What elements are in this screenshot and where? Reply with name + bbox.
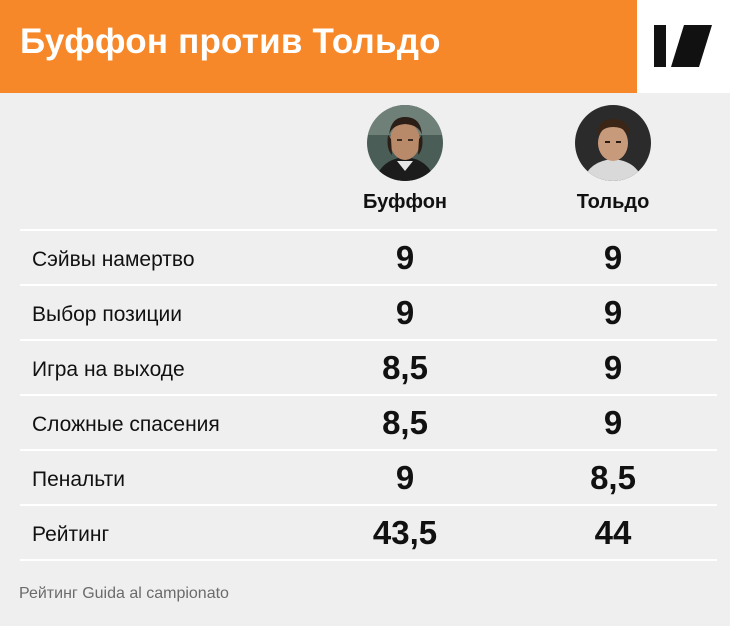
table-row: Игра на выходе 8,5 9 bbox=[20, 339, 717, 394]
page-title: Буффон против Тольдо bbox=[20, 22, 441, 61]
value-toldo: 44 bbox=[594, 514, 632, 551]
value-buffon: 43,5 bbox=[372, 514, 438, 551]
row-label: Выбор позиции bbox=[32, 303, 182, 326]
value-toldo: 9 bbox=[603, 239, 623, 276]
table-row: Сложные спасения 8,5 9 bbox=[20, 394, 717, 449]
table-row: Выбор позиции 9 9 bbox=[20, 284, 717, 339]
table-row-total: Рейтинг 43,5 44 bbox=[20, 504, 717, 561]
value-buffon: 8,5 bbox=[382, 349, 428, 386]
value-buffon: 9 bbox=[395, 239, 415, 276]
brand-logo-icon bbox=[654, 25, 712, 67]
comparison-table: Сэйвы намертво 9 9 Выбор позиции 9 9 Игр… bbox=[20, 229, 717, 561]
value-toldo: 9 bbox=[603, 349, 623, 386]
table-row: Пенальти 9 8,5 bbox=[20, 449, 717, 504]
row-label: Пенальти bbox=[32, 468, 125, 491]
player-name-toldo: Тольдо bbox=[576, 191, 650, 213]
value-toldo: 8,5 bbox=[590, 459, 636, 496]
row-label: Сложные спасения bbox=[32, 413, 220, 436]
brand-logo[interactable] bbox=[637, 0, 730, 93]
row-label: Игра на выходе bbox=[32, 358, 185, 381]
value-buffon: 8,5 bbox=[382, 404, 428, 441]
player-photo-buffon bbox=[367, 105, 443, 181]
player-name-buffon: Буффон bbox=[362, 191, 447, 213]
value-buffon: 9 bbox=[395, 459, 415, 496]
row-label: Рейтинг bbox=[32, 523, 110, 546]
table-row: Сэйвы намертво 9 9 bbox=[20, 229, 717, 284]
value-toldo: 9 bbox=[603, 404, 623, 441]
row-label: Сэйвы намертво bbox=[32, 248, 195, 271]
player-column-toldo: Тольдо bbox=[553, 105, 673, 214]
value-buffon: 9 bbox=[395, 294, 415, 331]
player-column-buffon: Буффон bbox=[345, 105, 465, 214]
value-toldo: 9 bbox=[603, 294, 623, 331]
header-banner: Буффон против Тольдо bbox=[0, 0, 637, 93]
source-footnote: Рейтинг Guida al campionato bbox=[19, 585, 229, 602]
player-photo-toldo bbox=[575, 105, 651, 181]
